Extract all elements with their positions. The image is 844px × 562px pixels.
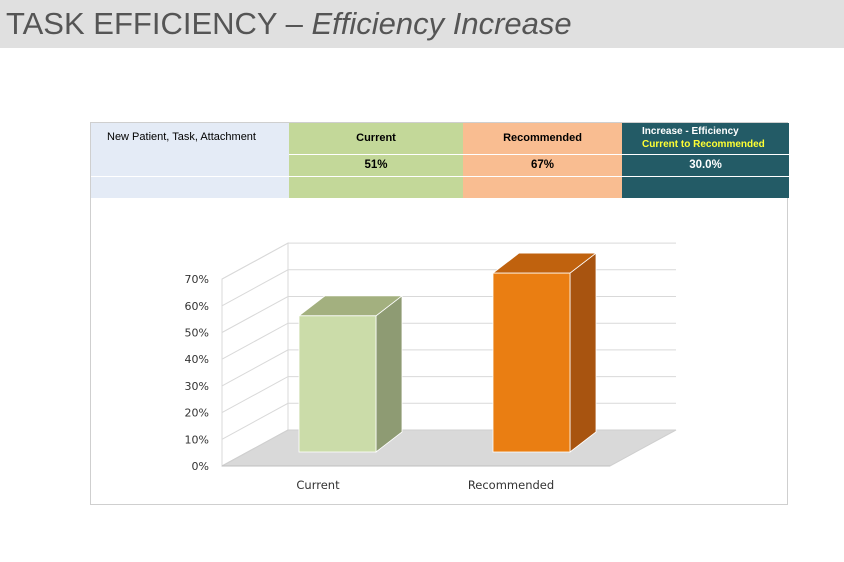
title-main: TASK EFFICIENCY — [6, 6, 278, 41]
recommended-header-cell: Recommended — [463, 123, 622, 154]
gridline — [221, 376, 676, 414]
y-tick-label: 60% — [185, 300, 209, 313]
y-tick-label: 0% — [192, 460, 209, 473]
increase-header-line1: Increase - Efficiency — [642, 126, 739, 137]
recommended-header: Recommended — [503, 132, 582, 144]
y-tick-label: 10% — [185, 433, 209, 446]
current-value-cell: 51% — [289, 154, 463, 176]
gridline — [221, 296, 676, 333]
y-tick-label: 50% — [185, 327, 209, 340]
bar-front-face — [298, 315, 377, 453]
title-bar — [0, 0, 844, 48]
increase-header-cell: Increase - Efficiency Current to Recomme… — [622, 123, 789, 154]
y-tick-label: 20% — [185, 407, 209, 420]
row-label-cell: New Patient, Task, Attachment — [91, 123, 289, 154]
bar-front-face — [492, 272, 571, 453]
row-label-value-cell — [91, 154, 289, 176]
chart-bars — [297, 252, 598, 453]
y-tick-label: 30% — [185, 380, 209, 393]
increase-value: 30.0% — [689, 159, 722, 171]
blank-row-recommended-cell — [463, 176, 622, 198]
page-title: TASK EFFICIENCY – Efficiency Increase — [6, 6, 572, 42]
current-header: Current — [356, 132, 396, 144]
current-value: 51% — [364, 159, 388, 171]
recommended-value-cell: 67% — [463, 154, 622, 176]
chart-side-wall — [221, 242, 289, 467]
bar-side-face — [569, 252, 597, 453]
bar-side-face — [375, 295, 403, 453]
x-tick-label: Recommended — [468, 478, 554, 492]
recommended-value: 67% — [530, 159, 555, 171]
x-axis: Current Recommended — [296, 478, 554, 492]
increase-header-line2: Current to Recommended — [642, 139, 765, 150]
y-tick-label: 40% — [185, 353, 209, 366]
chart-floor — [221, 429, 677, 467]
gridline — [221, 242, 676, 280]
chart-floor-plane — [221, 429, 677, 467]
y-tick-label: 70% — [185, 273, 209, 286]
blank-row-label-cell — [91, 176, 289, 198]
bar-current — [297, 295, 404, 453]
y-axis: 0% 10% 20% 30% 40% 50% 60% 70% — [185, 273, 209, 473]
increase-value-cell: 30.0% — [622, 154, 789, 176]
chart-walls — [221, 242, 289, 467]
row-label: New Patient, Task, Attachment — [107, 131, 256, 143]
title-subtitle: Efficiency Increase — [311, 6, 572, 41]
x-tick-label: Current — [296, 478, 340, 492]
current-header-cell: Current — [289, 123, 463, 154]
blank-row-current-cell — [289, 176, 463, 198]
blank-row-increase-cell — [622, 176, 789, 198]
bar-recommended — [491, 252, 598, 453]
gridline — [221, 269, 676, 307]
gridline — [221, 349, 676, 387]
gridline — [221, 322, 676, 360]
title-separator: – — [277, 6, 312, 41]
